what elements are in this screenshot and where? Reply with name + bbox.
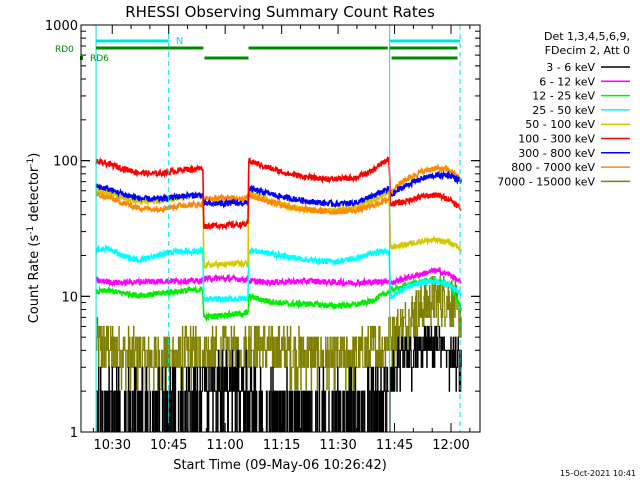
y-tick-label: 1: [70, 426, 78, 441]
x-tick-label: 11:00: [206, 438, 243, 453]
y-tick-label: 100: [53, 155, 78, 170]
legend-label: 50 - 100 keV: [525, 118, 595, 131]
x-tick-label: 12:00: [432, 438, 469, 453]
legend-header-line: FDecim 2, Att 0: [545, 44, 630, 57]
series-line: [95, 266, 462, 289]
plot-frame: [80, 24, 481, 433]
series-300-800-kev: [95, 170, 462, 209]
y-axis-label: Count Rate (s-1 detector-1): [26, 153, 42, 324]
flag-label-n: N: [176, 36, 183, 47]
series-line: [95, 275, 462, 391]
series-800-7000-kev: [95, 163, 462, 216]
series-6-12-kev: [95, 266, 462, 289]
plot-area: N RD0 RD6 1 10 100 1000 10:30 10:45 11:00 11:15 11:…: [45, 19, 481, 453]
x-tick-label: 10:30: [94, 438, 131, 453]
y-tick-label: 1000: [45, 19, 78, 34]
x-tick-label: 11:30: [319, 438, 356, 453]
legend-label: 12 - 25 keV: [532, 90, 595, 103]
legend-label: 100 - 300 keV: [518, 133, 595, 146]
flag-label-rd6: RD6: [90, 54, 109, 64]
legend: Det 1,3,4,5,6,9,FDecim 2, Att 0 3 - 6 keV…: [497, 30, 630, 188]
legend-label: 25 - 50 keV: [532, 104, 595, 117]
legend-label: 3 - 6 keV: [546, 61, 595, 74]
x-axis-label: Start Time (09-May-06 10:26:42): [173, 458, 387, 473]
legend-header-line: Det 1,3,4,5,6,9,: [544, 30, 630, 43]
series-line: [95, 243, 462, 304]
flag-label-rd0: RD0: [55, 45, 74, 55]
series-line: [96, 325, 462, 432]
series-line: [95, 170, 462, 209]
series-3-6-kev: [96, 325, 462, 432]
legend-label: 800 - 7000 keV: [511, 161, 595, 174]
series-100-300-kev: [95, 155, 462, 231]
x-tick-label: 10:45: [150, 438, 187, 453]
x-tick-label: 11:45: [376, 438, 413, 453]
series-25-50-kev: [95, 243, 462, 304]
series-line: [95, 163, 462, 216]
series-7000-15000-kev: [95, 275, 462, 391]
series-line: [95, 155, 462, 231]
chart-title: RHESSI Observing Summary Count Rates: [125, 3, 435, 21]
legend-label: 300 - 800 keV: [518, 147, 595, 160]
legend-label: 7000 - 15000 keV: [497, 175, 595, 188]
legend-label: 6 - 12 keV: [539, 75, 595, 88]
footer-date: 15-Oct-2021 10:41: [560, 469, 636, 478]
y-tick-label: 10: [61, 290, 78, 305]
x-tick-label: 11:15: [263, 438, 300, 453]
